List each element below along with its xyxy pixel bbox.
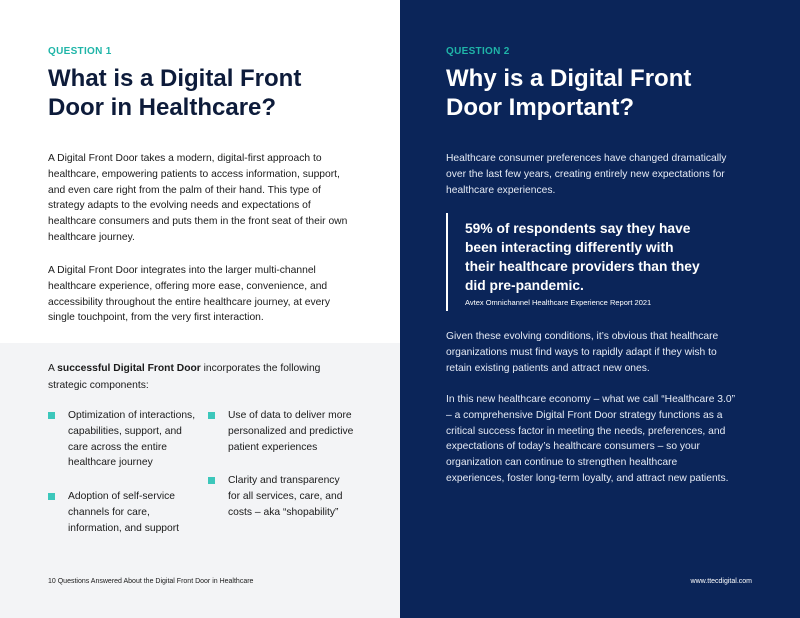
bullet <box>48 493 55 500</box>
paragraph: In this new healthcare economy – what we… <box>446 394 736 484</box>
component: Clarity and transparency for all service… <box>228 475 343 518</box>
footer-title: 10 Questions Answered About the Digital … <box>48 578 254 585</box>
components-intro: A successful Digital Front Door incorpor… <box>48 360 338 394</box>
bullet <box>208 412 215 419</box>
question-label: QUESTION 2 <box>446 46 510 57</box>
question-label: QUESTION 1 <box>48 46 112 57</box>
text: incorporates the following strategic com… <box>48 363 321 391</box>
question-title: Why is a Digital Front Door Important? <box>446 65 692 121</box>
grey-panel <box>0 343 400 618</box>
navy-panel <box>400 0 800 618</box>
component: Adoption of self-service channels for ca… <box>68 491 180 534</box>
component: Use of data to deliver more personalized… <box>228 410 354 453</box>
footer-url: www.ttecdigital.com <box>690 578 752 585</box>
paragraph: Given these evolving conditions, it’s ob… <box>446 331 719 374</box>
question-title: What is a Digital Front Door in Healthca… <box>48 65 302 121</box>
paragraph: Healthcare consumer preferences have cha… <box>446 153 727 196</box>
quote-source: Avtex Omnichannel Healthcare Experience … <box>465 298 652 307</box>
component: Optimization of interactions, capabiliti… <box>68 410 196 469</box>
quote: 59% of respondents say they have been in… <box>465 221 700 293</box>
paragraph: A Digital Front Door integrates into the… <box>48 265 330 324</box>
quote-rule <box>446 213 448 311</box>
bullet <box>48 412 55 419</box>
paragraph: A Digital Front Door takes a modern, dig… <box>48 153 348 243</box>
bullet <box>208 477 215 484</box>
text: A <box>48 363 58 374</box>
emphasis: successful Digital Front Door <box>57 363 201 374</box>
